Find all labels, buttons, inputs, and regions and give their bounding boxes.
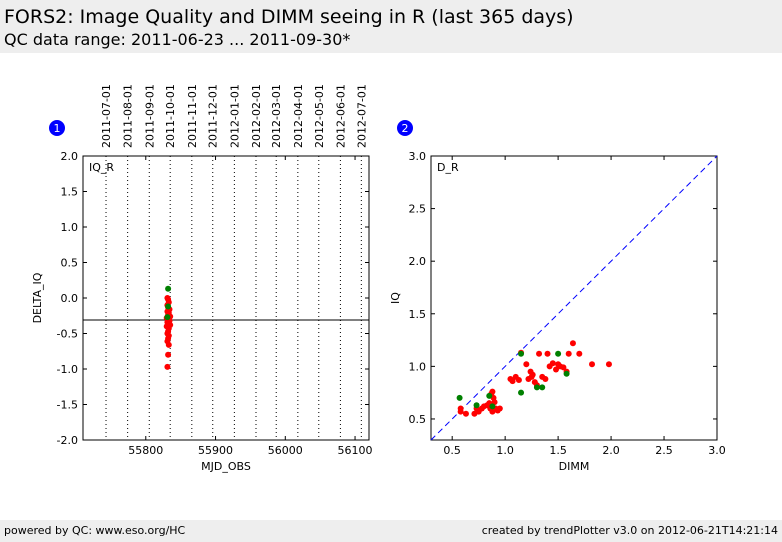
panel2-point-red (576, 350, 583, 357)
panel1-date-tick-label: 2012-07-01 (355, 84, 368, 148)
panel2-x-tick-label: 3.0 (708, 444, 726, 457)
panel1-date-tick-label: 2011-08-01 (122, 84, 135, 148)
panel1-date-tick-label: 2011-12-01 (207, 84, 220, 148)
panel2-point-green (473, 402, 480, 409)
panel1-point-red (165, 341, 172, 348)
panel1-panel-label: IQ_R (89, 161, 114, 174)
panel2-point-red (552, 366, 559, 373)
panel2-x-tick-label: 1.5 (549, 444, 567, 457)
panel2-point-red (589, 361, 596, 368)
panel1-x-tick-label: 56000 (268, 444, 303, 457)
panel1-date-tick-label: 2011-07-01 (100, 84, 113, 148)
panel1-y-tick-label: -1.0 (57, 363, 78, 376)
panel1-point-red (165, 351, 172, 358)
panel2-point-red (462, 410, 469, 417)
panel2-point-green (518, 350, 525, 357)
panel1-x-axis-label: MJD_OBS (201, 460, 251, 473)
panel2-point-red (509, 378, 516, 385)
panel1-point-green (164, 314, 171, 321)
panel2-point-red (496, 405, 503, 412)
panel1-date-tick-label: 2012-06-01 (334, 84, 347, 148)
panel2-point-red (529, 371, 536, 378)
panel1-y-tick-label: 1.5 (61, 186, 79, 199)
panel1-badge-circle (49, 120, 65, 136)
panel1-y-tick-label: 2.0 (61, 150, 79, 163)
panel2-x-tick-label: 2.0 (602, 444, 620, 457)
panel1-y-tick-label: -0.5 (57, 328, 78, 341)
panel1-x-tick-label: 55800 (128, 444, 163, 457)
panel2-y-tick-label: 0.5 (409, 413, 427, 426)
panel2-point-red (457, 408, 464, 415)
panel2-point-red (536, 350, 543, 357)
panel1-date-tick-label: 2011-10-01 (164, 84, 177, 148)
panel1-date-tick-label: 2012-05-01 (313, 84, 326, 148)
panel2-point-green (518, 389, 525, 396)
panel2-y-tick-label: 2.5 (409, 203, 427, 216)
panel1-date-tick-label: 2012-02-01 (250, 84, 263, 148)
panel2-point-red (515, 377, 522, 384)
panel1-x-tick-label: 55900 (198, 444, 233, 457)
panel1-y-tick-label: -1.5 (57, 399, 78, 412)
panel1-date-tick-label: 2012-01-01 (228, 84, 241, 148)
footer-created-by: created by trendPlotter v3.0 on 2012-06-… (481, 524, 778, 537)
panel1-date-tick-label: 2012-04-01 (292, 84, 305, 148)
panel2-y-tick-label: 3.0 (409, 150, 427, 163)
panel1-y-axis-label: DELTA_IQ (31, 272, 44, 323)
panel2-point-red (542, 375, 549, 382)
panel2-y-axis-label: IQ (389, 292, 402, 304)
panel2-y-tick-label: 1.5 (409, 308, 427, 321)
panel2-point-red (549, 360, 556, 367)
panel2-point-green (489, 403, 496, 410)
panel1-plot-area (82, 155, 370, 441)
panel2-x-axis-label: DIMM (559, 460, 590, 473)
panel1-badge-number: 1 (54, 122, 61, 135)
panel2-x-tick-label: 1.0 (496, 444, 514, 457)
report-footer: powered by QC: www.eso.org/HC created by… (0, 520, 782, 542)
panel2-point-red (565, 350, 572, 357)
panel2-point-red (523, 361, 530, 368)
panel2-x-tick-label: 2.5 (655, 444, 673, 457)
panel2-point-green (563, 370, 570, 377)
panel2-badge-circle (397, 120, 413, 136)
panel2-point-red (560, 364, 567, 371)
panel1-y-tick-label: -2.0 (57, 434, 78, 447)
panel2-point-green (456, 394, 463, 401)
panel1-point-red (164, 363, 171, 370)
panel1-date-tick-label: 2011-09-01 (143, 84, 156, 148)
panel2-point-red (605, 361, 612, 368)
panel2-point-red (569, 340, 576, 347)
panel2-y-tick-label: 2.0 (409, 255, 427, 268)
panel1-date-tick-label: 2011-11-01 (186, 84, 199, 148)
panel2-point-red (544, 350, 551, 357)
panel2-point-green (539, 384, 546, 391)
panel1-y-tick-label: 1.0 (61, 221, 79, 234)
footer-powered-by: powered by QC: www.eso.org/HC (4, 524, 186, 537)
panel2-point-green (555, 350, 562, 357)
report-title: FORS2: Image Quality and DIMM seeing in … (4, 6, 574, 28)
panel2-panel-label: D_R (437, 161, 459, 174)
panel2-one-to-one-line (430, 155, 718, 441)
panel1-x-tick-label: 56100 (338, 444, 373, 457)
panel1-y-tick-label: 0.0 (61, 292, 79, 305)
panel1-point-green (165, 285, 172, 292)
panel1-point-green (165, 303, 172, 310)
panel2-point-green (533, 384, 540, 391)
panel1-y-tick-label: 0.5 (61, 257, 79, 270)
report-subtitle: QC data range: 2011-06-23 ... 2011-09-30… (4, 30, 351, 49)
report-header: FORS2: Image Quality and DIMM seeing in … (0, 0, 782, 53)
panel2-y-tick-label: 1.0 (409, 360, 427, 373)
panel2-point-green (486, 392, 493, 399)
panel2-badge-number: 2 (402, 122, 409, 135)
panel1-date-tick-label: 2012-03-01 (270, 84, 283, 148)
panel2-x-tick-label: 0.5 (443, 444, 461, 457)
